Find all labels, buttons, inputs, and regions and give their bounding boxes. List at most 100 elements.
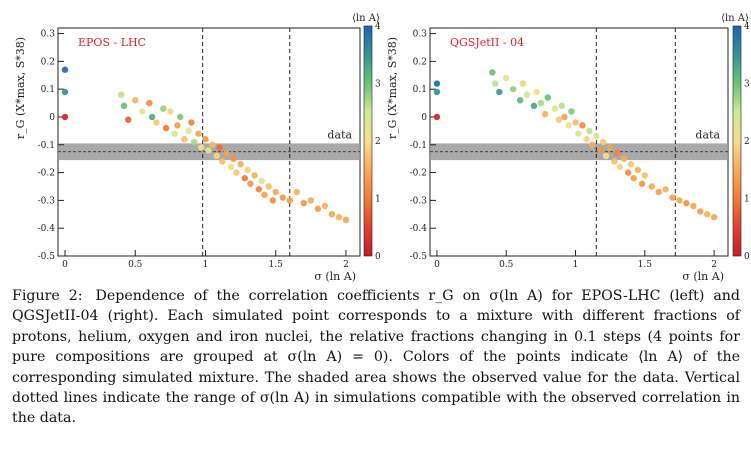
data-point [269,197,277,204]
x-tick-label: 2 [343,260,349,270]
data-point [321,202,329,210]
data-point [583,136,590,143]
data-point [244,166,251,174]
y-axis-label: r_G (X*max, S*38) [386,37,399,139]
data-point [613,149,621,157]
colorbar-tick-label: 4 [744,22,750,32]
data-point [648,183,655,190]
panel-2: data -0.5 -0.4 -0.3 -0.2 -0.1 0 0.1 0.2 0.3 0 0.5 1 1… [386,13,750,282]
data-point [286,197,293,204]
data-point [213,152,220,160]
y-tick-label: 0.2 [41,57,55,67]
data-point [496,88,503,96]
data-point [627,161,635,168]
data-point [177,113,184,121]
data-point [551,105,558,112]
data-point [209,141,216,148]
data-point [61,66,69,73]
data-band [430,143,728,161]
data-point [530,102,538,110]
figure-caption: Figure 2: Dependence of the correlation … [12,286,740,429]
data-point [611,158,618,165]
data-point [575,130,582,137]
data-point [241,174,249,182]
data-point [247,180,254,187]
panel-1: data -0.5 -0.4 -0.3 -0.2 -0.1 0 0.1 0.2 0.3 0 0.5 1 1… [14,13,381,282]
x-tick-label: 2 [711,260,717,270]
y-tick-label: -0.2 [38,169,55,179]
data-point [335,213,343,221]
data-point [616,163,624,171]
y-tick-label: -0.2 [410,169,427,179]
figure: data -0.5 -0.4 -0.3 -0.2 -0.1 0 0.1 0.2 0.3 0 0.5 1 1… [14,13,750,282]
y-axis-label: r_G (X*max, S*38) [14,37,27,139]
data-point [279,194,286,201]
y-tick-label: 0.3 [41,30,56,40]
data-point [606,144,614,151]
data-point [61,113,69,121]
y-tick-label: 0.1 [413,85,427,95]
y-tick-label: -0.5 [410,252,428,262]
y-tick-label: 0.3 [413,30,428,40]
plot-frame [57,27,361,257]
data-point [544,94,552,101]
data-point [638,180,646,187]
colorbar [732,25,742,257]
y-tick-label: -0.4 [38,224,56,234]
data-point [489,69,496,76]
plot-frame [429,27,729,257]
data-point [118,91,125,98]
data-point [328,211,336,218]
data-point [195,130,202,137]
colorbar-tick-label: 1 [744,195,750,205]
data-point [216,144,223,151]
data-point [433,88,441,96]
y-tick-label: -0.1 [410,141,427,151]
data-point [205,147,212,154]
data-point [697,208,704,215]
caption-label: Figure 2: [12,288,83,304]
data-point [230,155,237,162]
data-point [174,122,181,129]
data-point [223,149,230,157]
colorbar-tick-label: 0 [375,252,381,262]
y-tick-label: -0.1 [38,141,55,151]
data-point [219,158,226,165]
data-point [293,188,300,196]
data-point [265,183,272,190]
data-point [565,122,572,129]
data-point [153,119,160,126]
colorbar-tick-label: 3 [375,80,381,90]
x-tick-label: 1 [203,260,209,270]
x-tick-label: 0.5 [499,260,514,270]
y-tick-label: -0.3 [410,196,428,206]
y-tick-label: -0.4 [410,224,428,234]
data-point [314,205,322,212]
data-point [537,99,545,107]
data-point [662,186,669,193]
colorbar-tick-label: 3 [744,80,750,90]
figure-canvas: data -0.5 -0.4 -0.3 -0.2 -0.1 0 0.1 0.2 0.3 0 0.5 1 1… [14,13,750,282]
x-tick-label: 0 [62,260,68,270]
data-point [167,108,174,115]
data-label: data [327,128,352,141]
x-tick-label: 0 [434,260,440,270]
panel-title: QGSJetII - 04 [450,36,524,49]
data-point [272,188,279,196]
data-point [519,80,527,87]
x-axis-label: σ (ln A) [314,270,356,282]
data-point [120,102,128,110]
x-tick-label: 1 [573,260,579,270]
data-point [237,161,244,168]
data-point [561,113,568,121]
data-point [690,202,697,210]
data-point [597,147,604,154]
data-point [579,122,586,129]
data-label: data [695,128,720,141]
data-point [602,152,610,160]
colorbar-tick-label: 4 [375,22,381,32]
y-tick-label: 0.2 [413,57,427,67]
data-point [586,127,593,135]
x-tick-label: 1.5 [638,260,653,270]
data-point [198,144,205,151]
